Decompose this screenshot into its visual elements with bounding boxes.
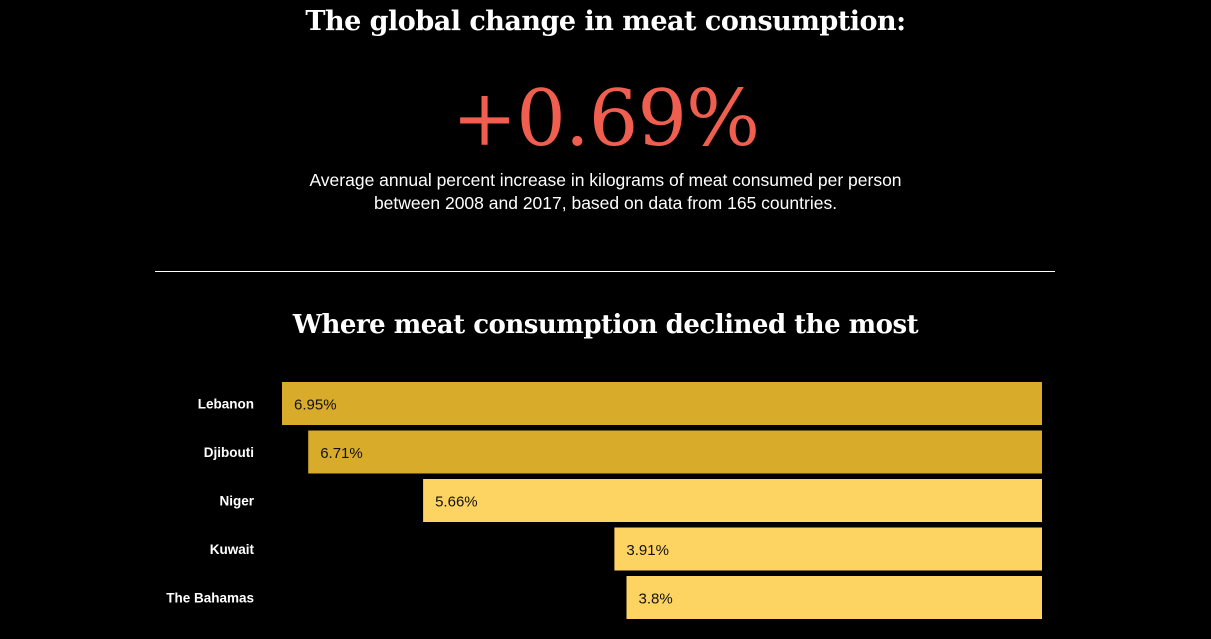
data-label-niger: 5.66% — [435, 494, 478, 511]
description-line-2: between 2008 and 2017, based on data fro… — [373, 193, 838, 213]
data-label-djibouti: 6.71% — [320, 445, 363, 462]
bar-the-bahamas — [626, 576, 1042, 619]
category-label-niger: Niger — [219, 494, 254, 509]
global-change-description: Average annual percent increase in kilog… — [0, 169, 1211, 215]
section-divider — [155, 271, 1055, 272]
category-label-kuwait: Kuwait — [210, 542, 255, 557]
data-label-the-bahamas: 3.8% — [639, 591, 673, 608]
bar-djibouti — [308, 430, 1042, 474]
category-label-lebanon: Lebanon — [198, 397, 254, 412]
bar-kuwait — [614, 527, 1042, 571]
chart-title: Where meat consumption declined the most — [292, 310, 919, 340]
page-title: The global change in meat consumption: — [305, 6, 906, 37]
data-label-kuwait: 3.91% — [626, 542, 669, 559]
description-line-1: Average annual percent increase in kilog… — [309, 170, 902, 190]
data-label-lebanon: 6.95% — [294, 397, 337, 414]
global-change-value: +0.69% — [451, 74, 760, 164]
category-label-the-bahamas: The Bahamas — [166, 591, 254, 606]
category-label-djibouti: Djibouti — [204, 445, 254, 460]
bar-niger — [423, 479, 1043, 522]
bar-lebanon — [282, 382, 1042, 425]
